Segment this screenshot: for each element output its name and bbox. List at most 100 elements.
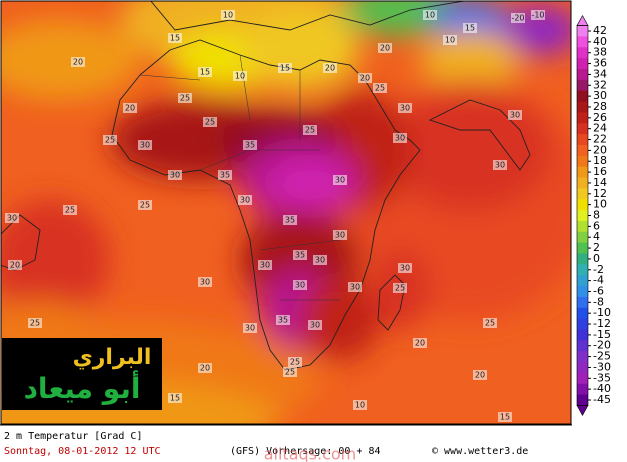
- colorbar-label: -20: [593, 339, 611, 352]
- isotherm-label: 30: [310, 321, 320, 330]
- isotherm-label: 10: [445, 36, 455, 45]
- colorbar-label: 28: [593, 100, 607, 113]
- isotherm-label: 20: [125, 104, 135, 113]
- isotherm-label: 30: [200, 278, 210, 287]
- colorbar-swatch: [577, 58, 588, 70]
- label-bg: [531, 10, 545, 20]
- isotherm-label: 15: [280, 64, 290, 73]
- label-bg: [243, 140, 257, 150]
- label-bg: [218, 170, 232, 180]
- label-bg: [308, 320, 322, 330]
- label-bg: [198, 67, 212, 77]
- isotherm-label: 25: [65, 206, 75, 215]
- label-bg: [168, 33, 182, 43]
- colorbar-label: 10: [593, 198, 607, 211]
- isotherm-label: -20: [511, 14, 524, 23]
- footer-source: © www.wetter3.de: [432, 446, 528, 457]
- colorbar-label: 4: [593, 230, 600, 243]
- isotherm-label: 30: [335, 176, 345, 185]
- colorbar-swatch: [577, 340, 588, 352]
- colorbar-swatch: [577, 329, 588, 341]
- label-bg: [353, 400, 367, 410]
- isotherm-label: 20: [200, 364, 210, 373]
- label-bg: [313, 255, 327, 265]
- isotherm-label: 15: [170, 394, 180, 403]
- label-bg: [8, 260, 22, 270]
- colorbar-label: -6: [593, 284, 604, 297]
- label-bg: [221, 10, 235, 20]
- isotherm-label: 20: [475, 371, 485, 380]
- colorbar-swatch: [577, 123, 588, 135]
- isotherm-label: 30: [335, 231, 345, 240]
- isotherm-label: 25: [395, 284, 405, 293]
- colorbar-swatch: [577, 318, 588, 330]
- isotherm-label: 30: [395, 134, 405, 143]
- colorbar-swatch: [577, 264, 588, 276]
- isotherm-label: 10: [355, 401, 365, 410]
- label-bg: [138, 200, 152, 210]
- label-bg: [258, 260, 272, 270]
- temperature-field: [390, 90, 550, 210]
- isotherm-label: 30: [315, 256, 325, 265]
- label-bg: [63, 205, 77, 215]
- label-bg: [198, 363, 212, 373]
- label-bg: [5, 213, 19, 223]
- colorbar-label: -40: [593, 382, 611, 395]
- isotherm-label: 10: [223, 11, 233, 20]
- colorbar-swatch: [577, 166, 588, 179]
- label-bg: [483, 318, 497, 328]
- isotherm-label: 35: [220, 171, 230, 180]
- label-bg: [323, 63, 337, 73]
- label-bg: [398, 263, 412, 273]
- colorbar-label: 36: [593, 57, 607, 70]
- temperature-field: [340, 1, 460, 35]
- colorbar-swatch: [577, 231, 588, 244]
- isotherm-label: 25: [180, 94, 190, 103]
- isotherm-label: 30: [295, 281, 305, 290]
- isotherm-label: 15: [170, 34, 180, 43]
- isotherm-label: 30: [510, 111, 520, 120]
- colorbar-label: 6: [593, 219, 600, 232]
- label-bg: [293, 250, 307, 260]
- label-bg: [28, 318, 42, 328]
- colorbar-label: -30: [593, 360, 611, 373]
- label-bg: [283, 367, 297, 377]
- colorbar-swatch: [577, 134, 588, 146]
- isotherm-label: 30: [350, 283, 360, 292]
- isotherm-label: 30: [400, 104, 410, 113]
- isotherm-label: 20: [415, 339, 425, 348]
- isotherm-label: 25: [485, 319, 495, 328]
- label-bg: [423, 10, 437, 20]
- colorbar-label: -10: [593, 306, 611, 319]
- label-bg: [243, 323, 257, 333]
- colorbar-label: 14: [593, 176, 607, 189]
- isotherm-label: 25: [30, 319, 40, 328]
- coastlines: [1, 1, 531, 371]
- label-bg: [278, 63, 292, 73]
- watermark: alltaqs.com: [264, 445, 357, 462]
- isotherm-label: 30: [7, 214, 17, 223]
- isotherm-label: 10: [235, 72, 245, 81]
- isotherm-label: 20: [360, 74, 370, 83]
- isotherm-label: 20: [380, 44, 390, 53]
- colorbar-swatch: [577, 177, 588, 189]
- isotherm-label: 30: [400, 264, 410, 273]
- colorbar-label: 18: [593, 154, 607, 167]
- logo-line1: البراري: [73, 345, 152, 370]
- label-bg: [283, 215, 297, 225]
- colorbar-label: 20: [593, 143, 607, 156]
- label-bg: [393, 133, 407, 143]
- isotherm-label: 30: [240, 196, 250, 205]
- label-bg: [398, 103, 412, 113]
- isotherm-label: 25: [105, 136, 115, 145]
- isotherm-label: 20: [325, 64, 335, 73]
- colorbar-top-arrow: [576, 14, 589, 26]
- footer-title: 2 m Temperatur [Grad C]: [4, 431, 142, 442]
- label-bg: [198, 277, 212, 287]
- isotherm-label: 10: [425, 11, 435, 20]
- isotherm-label: 30: [170, 171, 180, 180]
- label-bg: [393, 283, 407, 293]
- colorbar-swatch: [577, 101, 588, 113]
